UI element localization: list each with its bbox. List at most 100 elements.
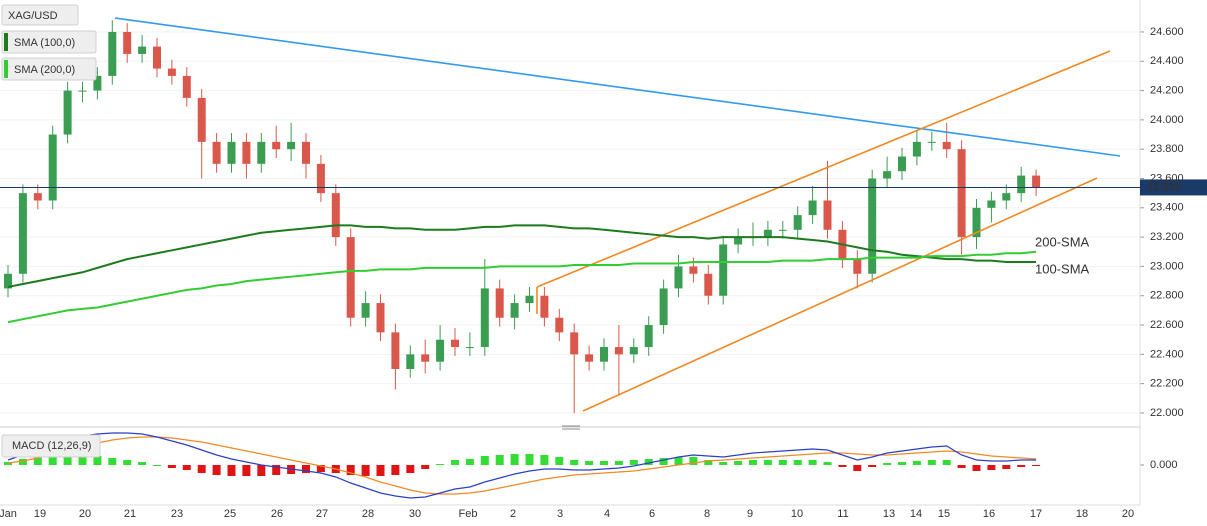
legend-swatch: [4, 33, 8, 51]
macd-histogram-bar: [376, 465, 385, 476]
x-tick-label: 15: [938, 508, 950, 520]
sma-label: 200-SMA: [1035, 234, 1090, 249]
candle-body: [48, 134, 57, 201]
macd-histogram-bar: [689, 457, 698, 465]
candle-body: [108, 31, 117, 76]
x-tick-label: 6: [649, 508, 655, 520]
candle-body: [167, 68, 176, 76]
macd-histogram-bar: [614, 461, 623, 465]
sma-line: [7, 224, 1037, 288]
candle-body: [1032, 175, 1041, 188]
candle-body: [63, 90, 72, 135]
trend-line: [114, 17, 1121, 157]
candle-body: [719, 244, 728, 296]
last-price-label: 23.539: [1147, 181, 1181, 193]
legend-label: MACD (12,26,9): [12, 440, 91, 452]
candle-body: [555, 317, 564, 333]
y-tick-label: 22.200: [1150, 378, 1184, 390]
sma-label: 100-SMA: [1035, 261, 1090, 276]
x-tick-label: 20: [79, 508, 91, 520]
macd-histogram-bar: [257, 465, 266, 476]
x-tick-label: 17: [1030, 508, 1042, 520]
legend-swatch: [4, 60, 8, 78]
macd-histogram-bar: [898, 462, 906, 465]
candle-body: [257, 141, 266, 164]
macd-histogram-bar: [659, 458, 668, 465]
macd-histogram-bar: [883, 463, 892, 465]
candle-body: [853, 259, 862, 274]
macd-histogram-bar: [734, 461, 743, 465]
legend-button[interactable]: [1, 434, 101, 458]
candle-body: [4, 273, 12, 289]
macd-histogram-bar: [540, 455, 549, 465]
candle-body: [674, 266, 683, 289]
x-tick-label: 14: [910, 508, 922, 520]
macd-histogram-bar: [123, 460, 132, 465]
candle-body: [987, 200, 996, 208]
macd-histogram-bar: [719, 462, 728, 465]
macd-histogram-bar: [18, 459, 27, 465]
macd-histogram-bar: [421, 465, 430, 469]
candle-body: [272, 141, 281, 150]
macd-histogram-bar: [808, 460, 817, 465]
x-tick-label: 25: [224, 508, 236, 520]
x-tick-label: Jan: [0, 508, 17, 520]
y-tick-label: 0.000: [1150, 459, 1178, 471]
y-tick-label: 23.800: [1150, 143, 1184, 155]
y-tick-label: 23.000: [1150, 260, 1184, 272]
x-tick-label: 23: [171, 508, 183, 520]
candle-body: [421, 354, 430, 362]
macd-histogram-bar: [197, 465, 206, 473]
macd-histogram-bar: [600, 461, 608, 465]
candle-body: [898, 156, 906, 172]
candle-body: [644, 325, 653, 348]
macd-histogram-bar: [570, 460, 579, 465]
macd-histogram-bar: [1032, 465, 1041, 466]
candle-body: [287, 141, 296, 150]
x-tick-label: 16: [983, 508, 995, 520]
y-tick-label: 23.200: [1150, 231, 1184, 243]
x-tick-label: 27: [316, 508, 328, 520]
channel-upper: [536, 50, 1111, 288]
candle-body: [242, 141, 251, 164]
macd-histogram-bar: [302, 465, 310, 473]
macd-histogram-bar: [510, 454, 519, 465]
x-tick-label: 19: [34, 508, 46, 520]
plot-area: [4, 20, 1041, 476]
candle-body: [465, 347, 474, 349]
candle-body: [868, 178, 877, 274]
legend-title: XAG/USD: [8, 10, 58, 22]
x-tick-label: 10: [791, 508, 803, 520]
candle-body: [33, 193, 42, 201]
macd-histogram-bar: [495, 455, 504, 465]
macd-histogram-bar: [585, 461, 594, 465]
macd-histogram-bar: [1002, 465, 1011, 469]
candle-body: [570, 332, 579, 355]
candle-body: [93, 75, 102, 91]
macd-histogram-bar: [108, 458, 117, 465]
sma-line: [7, 250, 1037, 324]
candle-body: [227, 141, 236, 164]
y-tick-label: 24.400: [1150, 55, 1184, 67]
macd-histogram-bar: [927, 460, 936, 465]
legend-button[interactable]: [1, 30, 97, 54]
legend-button[interactable]: [1, 4, 79, 26]
macd-histogram-bar: [868, 465, 877, 467]
candle-body: [480, 288, 489, 348]
legend-button[interactable]: [1, 57, 97, 81]
candle-body: [182, 75, 191, 98]
macd-histogram-bar: [957, 465, 966, 468]
macd-histogram-bar: [853, 465, 862, 471]
macd-histogram-bar: [33, 456, 42, 465]
last-price-box: [1140, 179, 1207, 196]
legend: XAG/USD SMA (100,0) SMA (200,0) MACD (12…: [1, 4, 101, 458]
macd-histogram-bar: [823, 462, 832, 465]
channel-lower: [582, 177, 1098, 412]
x-tick-label: 2: [510, 508, 516, 520]
legend-label: SMA (200,0): [14, 64, 75, 76]
macd-histogram-bar: [465, 459, 474, 465]
candle-body: [1017, 175, 1026, 194]
macd-histogram-bar: [227, 465, 236, 476]
candle-body: [197, 97, 206, 142]
